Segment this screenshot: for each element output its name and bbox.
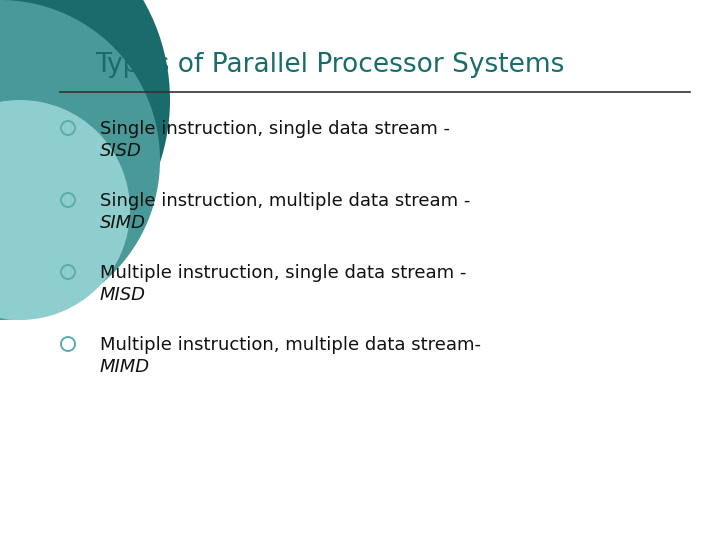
Circle shape (0, 0, 160, 320)
Circle shape (0, 100, 130, 320)
Text: SISD: SISD (100, 142, 142, 160)
Circle shape (0, 0, 170, 300)
Text: Multiple instruction, single data stream -: Multiple instruction, single data stream… (100, 264, 467, 282)
Text: Types of Parallel Processor Systems: Types of Parallel Processor Systems (95, 52, 564, 78)
Text: MIMD: MIMD (100, 358, 150, 376)
Text: MISD: MISD (100, 286, 146, 304)
Text: Multiple instruction, multiple data stream-: Multiple instruction, multiple data stre… (100, 336, 481, 354)
Text: Single instruction, multiple data stream -: Single instruction, multiple data stream… (100, 192, 470, 210)
Text: SIMD: SIMD (100, 214, 146, 232)
Text: Single instruction, single data stream -: Single instruction, single data stream - (100, 120, 450, 138)
